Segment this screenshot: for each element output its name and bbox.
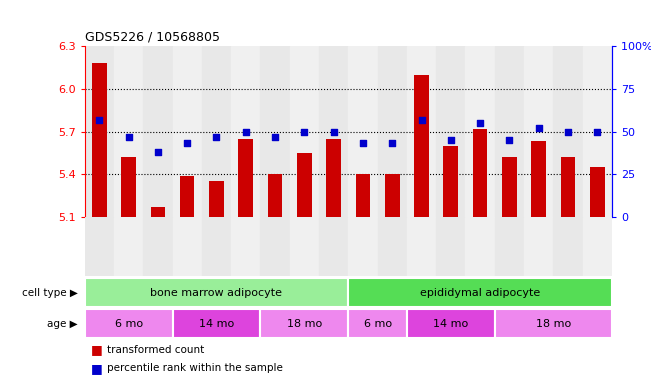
Text: bone marrow adipocyte: bone marrow adipocyte (150, 288, 283, 298)
Text: 6 mo: 6 mo (363, 318, 392, 329)
Point (182, 141, 193, 147)
Bar (231, 217, 260, 276)
Text: transformed count: transformed count (107, 345, 204, 355)
Bar (561, 157, 575, 217)
Bar (150, 207, 165, 217)
Bar (202, 217, 231, 276)
Bar (443, 146, 458, 217)
Bar (173, 309, 260, 338)
Bar (414, 74, 429, 217)
Point (592, 128, 602, 135)
Bar (385, 174, 400, 217)
Text: 18 mo: 18 mo (536, 318, 571, 329)
Bar (319, 46, 348, 217)
Bar (290, 46, 319, 217)
Point (299, 128, 310, 135)
Bar (583, 217, 612, 276)
Bar (553, 217, 583, 276)
Bar (436, 217, 465, 276)
Point (387, 141, 397, 147)
Bar (202, 46, 231, 217)
Bar (173, 46, 202, 217)
Bar (495, 217, 524, 276)
Bar (173, 217, 202, 276)
Bar (495, 309, 612, 338)
Bar (114, 46, 143, 217)
Bar (143, 46, 173, 217)
Point (270, 134, 281, 140)
Bar (465, 46, 495, 217)
Bar (143, 217, 173, 276)
Point (240, 128, 251, 135)
Bar (114, 217, 143, 276)
Text: age ▶: age ▶ (48, 318, 78, 329)
Bar (260, 217, 290, 276)
Text: 18 mo: 18 mo (286, 318, 322, 329)
Bar (297, 153, 312, 217)
Bar (407, 309, 495, 338)
Text: GDS5226 / 10568805: GDS5226 / 10568805 (85, 30, 219, 43)
Bar (531, 141, 546, 217)
Bar (355, 174, 370, 217)
Bar (348, 217, 378, 276)
Text: 14 mo: 14 mo (199, 318, 234, 329)
Bar (502, 157, 517, 217)
Text: epididymal adipocyte: epididymal adipocyte (420, 288, 540, 298)
Bar (319, 217, 348, 276)
Bar (348, 309, 407, 338)
Bar (209, 181, 224, 217)
Bar (407, 46, 436, 217)
Bar (524, 46, 553, 217)
Text: cell type ▶: cell type ▶ (22, 288, 78, 298)
Bar (524, 217, 553, 276)
Bar (473, 129, 488, 217)
Bar (85, 217, 114, 276)
Bar (348, 46, 378, 217)
Bar (583, 46, 612, 217)
Bar (290, 217, 319, 276)
Bar (238, 139, 253, 217)
Point (533, 125, 544, 131)
Bar (85, 278, 348, 307)
Point (328, 128, 339, 135)
Point (416, 116, 426, 122)
Bar (268, 174, 283, 217)
Bar (92, 63, 107, 217)
Bar (407, 217, 436, 276)
Text: ■: ■ (91, 343, 103, 356)
Bar (85, 46, 114, 217)
Bar (436, 46, 465, 217)
Point (475, 120, 485, 126)
Point (504, 137, 514, 143)
Bar (260, 309, 348, 338)
Bar (378, 46, 407, 217)
Bar (231, 46, 260, 217)
Point (562, 128, 573, 135)
Point (445, 137, 456, 143)
Bar (121, 157, 136, 217)
Bar (590, 167, 605, 217)
Text: ■: ■ (91, 362, 103, 375)
Point (123, 134, 134, 140)
Bar (260, 46, 290, 217)
Bar (495, 46, 524, 217)
Bar (553, 46, 583, 217)
Point (152, 149, 163, 155)
Bar (378, 217, 407, 276)
Bar (326, 139, 341, 217)
Bar (348, 278, 612, 307)
Bar (85, 309, 173, 338)
Bar (465, 217, 495, 276)
Text: percentile rank within the sample: percentile rank within the sample (107, 363, 283, 373)
Bar (180, 175, 195, 217)
Point (211, 134, 221, 140)
Text: 14 mo: 14 mo (433, 318, 469, 329)
Text: 6 mo: 6 mo (115, 318, 143, 329)
Point (94, 116, 104, 122)
Point (358, 141, 368, 147)
